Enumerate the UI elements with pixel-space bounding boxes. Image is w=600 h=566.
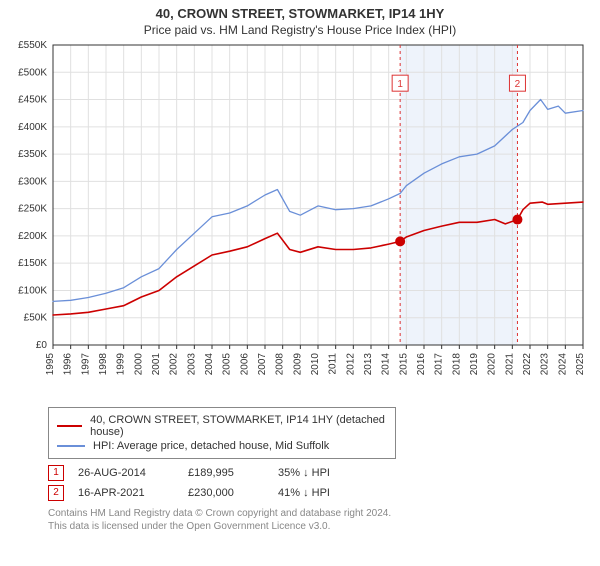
x-tick-label: 2024	[557, 353, 568, 376]
x-tick-label: 2020	[487, 353, 498, 376]
footnote: Contains HM Land Registry data © Crown c…	[48, 507, 586, 533]
x-tick-label: 2013	[363, 353, 374, 376]
x-tick-label: 2019	[469, 353, 480, 376]
legend-swatch	[57, 445, 85, 447]
annotation-badge-label: 2	[515, 79, 521, 90]
event-row: 2 16-APR-2021£230,00041% ↓ HPI	[48, 485, 586, 501]
x-tick-label: 2000	[133, 353, 144, 376]
x-tick-label: 1997	[80, 353, 91, 376]
legend-item: 40, CROWN STREET, STOWMARKET, IP14 1HY (…	[57, 414, 387, 438]
x-tick-label: 2023	[540, 353, 551, 376]
x-tick-label: 2003	[186, 353, 197, 376]
x-tick-label: 2022	[522, 353, 533, 376]
y-tick-label: £500K	[18, 67, 47, 78]
y-tick-label: £350K	[18, 149, 47, 160]
chart-title: 40, CROWN STREET, STOWMARKET, IP14 1HY	[0, 6, 600, 21]
x-tick-label: 2006	[239, 353, 250, 376]
event-price: £189,995	[188, 467, 278, 479]
y-tick-label: £400K	[18, 122, 47, 133]
shaded-band	[400, 45, 517, 345]
y-tick-label: £200K	[18, 231, 47, 242]
title-block: 40, CROWN STREET, STOWMARKET, IP14 1HY P…	[0, 6, 600, 37]
chart: £0 £50K £100K £150K £200K £250K £300K £350K £400…	[5, 41, 595, 401]
legend-item: HPI: Average price, detached house, Mid …	[57, 440, 387, 452]
y-tick-label: £150K	[18, 258, 47, 269]
x-tick-label: 2018	[451, 353, 462, 376]
y-tick-label: £450K	[18, 95, 47, 106]
x-tick-label: 2012	[345, 353, 356, 376]
x-tick-label: 2001	[151, 353, 162, 376]
x-tick-label: 1995	[45, 353, 56, 376]
footnote-line-2: This data is licensed under the Open Gov…	[48, 520, 586, 533]
x-tick-label: 2010	[310, 353, 321, 376]
y-tick-label: £250K	[18, 204, 47, 215]
legend: 40, CROWN STREET, STOWMARKET, IP14 1HY (…	[48, 407, 396, 459]
x-tick-label: 2005	[222, 353, 233, 376]
event-date: 16-APR-2021	[78, 487, 188, 499]
x-tick-label: 2014	[381, 353, 392, 376]
x-tick-label: 1999	[116, 353, 127, 376]
y-tick-label: £300K	[18, 176, 47, 187]
x-tick-label: 2008	[275, 353, 286, 376]
event-badge: 1	[48, 465, 64, 481]
event-badge: 2	[48, 485, 64, 501]
event-delta: 35% ↓ HPI	[278, 467, 378, 479]
annotation-badge-label: 1	[397, 79, 403, 90]
legend-label: HPI: Average price, detached house, Mid …	[93, 440, 329, 452]
x-tick-label: 2007	[257, 353, 268, 376]
x-tick-label: 2009	[292, 353, 303, 376]
x-tick-label: 1996	[63, 353, 74, 376]
x-tick-label: 2017	[434, 353, 445, 376]
x-tick-label: 2021	[504, 353, 515, 376]
chart-subtitle: Price paid vs. HM Land Registry's House …	[0, 23, 600, 37]
footnote-line-1: Contains HM Land Registry data © Crown c…	[48, 507, 586, 520]
y-tick-label: £0	[36, 340, 48, 351]
x-tick-label: 2002	[169, 353, 180, 376]
x-tick-label: 2011	[328, 353, 339, 375]
series-marker	[395, 236, 405, 246]
x-tick-label: 2004	[204, 353, 215, 376]
events-table: 1 26-AUG-2014£189,99535% ↓ HPI 2 16-APR-202…	[48, 465, 586, 501]
y-tick-label: £550K	[18, 41, 47, 51]
legend-swatch	[57, 425, 82, 427]
x-tick-label: 2015	[398, 353, 409, 376]
event-delta: 41% ↓ HPI	[278, 487, 378, 499]
x-tick-label: 2025	[575, 353, 586, 376]
x-tick-label: 1998	[98, 353, 109, 376]
event-row: 1 26-AUG-2014£189,99535% ↓ HPI	[48, 465, 586, 481]
event-price: £230,000	[188, 487, 278, 499]
chart-svg: £0 £50K £100K £150K £200K £250K £300K £350K £400…	[5, 41, 595, 401]
event-date: 26-AUG-2014	[78, 467, 188, 479]
y-tick-label: £100K	[18, 285, 47, 296]
y-tick-label: £50K	[24, 313, 48, 324]
series-marker	[512, 215, 522, 225]
legend-label: 40, CROWN STREET, STOWMARKET, IP14 1HY (…	[90, 414, 387, 438]
x-tick-label: 2016	[416, 353, 427, 376]
